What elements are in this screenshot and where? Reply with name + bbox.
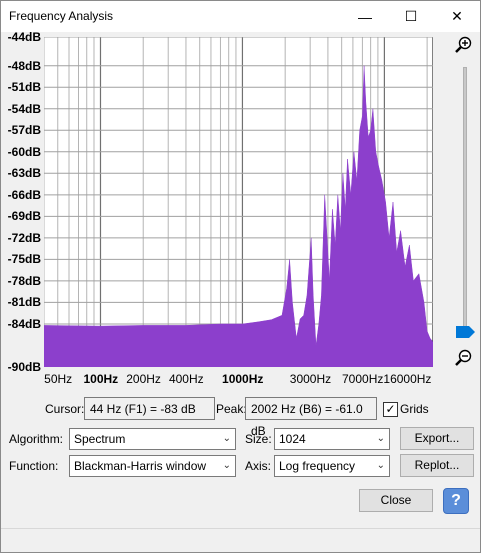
spectrum-area [44,65,433,367]
y-tick-label: -60dB [7,144,41,159]
replot-button[interactable]: Replot... [400,454,474,477]
chevron-down-icon: ⌄ [376,433,385,444]
size-select[interactable]: 1024 ⌄ [274,428,390,450]
status-bar [1,528,480,553]
axis-select[interactable]: Log frequency ⌄ [274,455,390,477]
y-tick-label: -66dB [7,187,41,202]
size-value: 1024 [279,432,306,446]
axis-value: Log frequency [279,459,356,473]
y-tick-label: -44dB [7,30,41,44]
cursor-readout: 44 Hz (F1) = -83 dB [84,397,215,420]
peak-label: Peak: [216,402,247,416]
title-bar: Frequency Analysis — ☐ ✕ [1,1,480,32]
zoom-out-icon[interactable] [455,349,473,367]
y-tick-label: -84dB [7,316,41,331]
maximize-button[interactable]: ☐ [404,8,418,24]
peak-readout: 2002 Hz (B6) = -61.0 dB [245,397,377,438]
minimize-button[interactable]: — [358,8,372,25]
window-title: Frequency Analysis [9,9,114,23]
x-tick-label: 200Hz [126,372,161,386]
zoom-slider-track[interactable] [463,67,467,331]
y-tick-label: -48dB [7,58,41,73]
cursor-label: Cursor: [45,402,85,416]
x-tick-label: 16000Hz [383,372,432,386]
y-tick-label: -57dB [7,123,41,138]
algorithm-value: Spectrum [74,432,126,446]
y-tick-label: -78dB [7,273,41,288]
x-tick-label: 7000Hz [342,372,384,386]
grids-label[interactable]: Grids [400,402,429,416]
y-tick-label: -90dB [7,360,41,374]
y-tick-label: -63dB [7,166,41,181]
export-button[interactable]: Export... [400,427,474,450]
y-tick-label: -51dB [7,80,41,95]
function-label: Function: [9,459,59,473]
algorithm-select[interactable]: Spectrum ⌄ [69,428,236,450]
x-tick-label: 400Hz [168,372,204,386]
size-label: Size: [245,432,272,446]
function-select[interactable]: Blackman-Harris window ⌄ [69,455,236,477]
spectrum-plot[interactable] [44,37,433,367]
y-tick-label: -75dB [7,252,41,267]
algorithm-label: Algorithm: [9,432,64,446]
help-button[interactable]: ? [443,488,469,514]
chevron-down-icon: ⌄ [222,433,231,444]
axis-label: Axis: [245,459,272,473]
close-button[interactable]: Close [359,489,433,512]
y-tick-label: -69dB [7,209,41,224]
zoom-slider-thumb[interactable] [456,325,476,339]
y-tick-label: -81dB [7,295,41,310]
x-tick-label: 100Hz [83,372,119,386]
x-tick-label: 50Hz [44,372,73,386]
chevron-down-icon: ⌄ [376,460,385,471]
function-value: Blackman-Harris window [74,459,207,473]
zoom-in-icon[interactable] [455,36,473,54]
grids-checkbox[interactable]: ✓ [383,402,398,417]
chevron-down-icon: ⌄ [222,460,231,471]
x-tick-label: 1000Hz [222,372,264,386]
y-tick-label: -54dB [7,101,41,116]
help-icon: ? [451,492,461,509]
x-tick-label: 3000Hz [289,372,332,386]
y-tick-label: -72dB [7,230,41,245]
close-window-button[interactable]: ✕ [451,8,463,24]
